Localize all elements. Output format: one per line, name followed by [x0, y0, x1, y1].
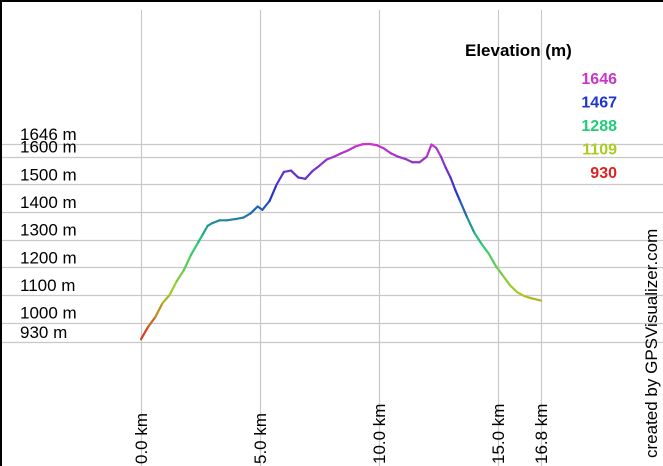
profile-segment: [311, 164, 321, 173]
profile-segment: [139, 325, 150, 341]
profile-segment: [201, 224, 209, 236]
x-tick-label: 5.0 km: [251, 413, 270, 464]
legend-entry: 1288: [581, 118, 617, 135]
y-tick-label: 1600 m: [20, 138, 77, 157]
profile-segment: [494, 264, 505, 277]
profile-segment: [425, 143, 433, 158]
legend-entry: 930: [590, 165, 617, 182]
x-axis-tick-labels: 0.0 km 5.0 km 10.0 km 15.0 km 16.8 km: [132, 404, 551, 464]
profile-segment: [473, 231, 483, 245]
profile-segment: [235, 216, 245, 221]
grid: [2, 10, 663, 466]
x-tick-label: 10.0 km: [370, 404, 389, 464]
x-tick-label: 15.0 km: [489, 404, 508, 464]
y-tick-label: 1400 m: [20, 193, 77, 212]
profile-segment: [225, 217, 238, 222]
profile-segment: [435, 146, 443, 158]
profile-segment: [530, 297, 543, 302]
profile-segment: [261, 199, 271, 211]
elevation-profile-line: [139, 142, 543, 341]
profile-segment: [368, 142, 378, 147]
y-tick-label: 1500 m: [20, 165, 77, 184]
profile-segment: [389, 152, 400, 158]
profile-segment: [523, 294, 533, 300]
profile-segment: [382, 147, 393, 155]
profile-segment: [189, 241, 200, 256]
legend-entry: 1646: [581, 71, 617, 88]
profile-segment: [339, 149, 350, 155]
profile-segment: [168, 280, 178, 297]
profile-segment: [297, 176, 307, 180]
legend-entry: 1467: [581, 95, 617, 112]
profile-segment: [516, 291, 526, 298]
profile-segment: [147, 316, 157, 328]
profile-segment: [289, 169, 300, 179]
profile-segment: [242, 212, 252, 219]
profile-segment: [466, 216, 476, 234]
profile-segment: [161, 293, 171, 305]
y-tick-label: 1300 m: [20, 221, 77, 240]
profile-segment: [418, 155, 428, 164]
profile-segment: [332, 152, 343, 158]
profile-segment: [397, 155, 407, 161]
profile-segment: [454, 188, 462, 203]
profile-segment: [154, 302, 164, 319]
profile-segment: [347, 145, 357, 152]
profile-segment: [325, 155, 335, 161]
y-tick-label: 1200 m: [20, 248, 77, 267]
profile-segment: [458, 199, 469, 219]
profile-segment: [197, 233, 205, 244]
credit-text: created by GPSVisualizer.com: [642, 229, 661, 458]
x-tick-label: 0.0 km: [132, 413, 151, 464]
profile-segment: [501, 274, 512, 287]
profile-segment: [375, 144, 385, 150]
legend-entry: 1109: [582, 142, 617, 159]
profile-segment: [439, 155, 447, 169]
legend: Elevation (m) 1646 1467 1288 1109 930: [465, 41, 617, 182]
legend-title: Elevation (m): [465, 41, 572, 60]
y-tick-label: 930 m: [20, 323, 67, 342]
profile-segment: [249, 205, 259, 215]
y-tick-label: 1000 m: [20, 304, 77, 323]
x-tick-label: 16.8 km: [532, 404, 551, 464]
profile-segment: [175, 269, 185, 283]
profile-segment: [211, 219, 221, 225]
profile-segment: [318, 158, 328, 167]
profile-segment: [282, 169, 293, 174]
profile-segment: [508, 284, 519, 294]
profile-segment: [275, 170, 285, 186]
profile-segment: [404, 157, 414, 164]
profile-segment: [268, 183, 278, 203]
y-tick-label: 1646 m: [20, 125, 77, 144]
profile-segment: [354, 143, 364, 148]
profile-segment: [449, 176, 457, 192]
profile-segment: [182, 253, 193, 272]
profile-segment: [487, 252, 497, 268]
profile-segment: [444, 166, 452, 179]
profile-segment: [480, 242, 490, 255]
profile-segment: [304, 170, 314, 180]
y-tick-label: 1100 m: [20, 276, 75, 295]
